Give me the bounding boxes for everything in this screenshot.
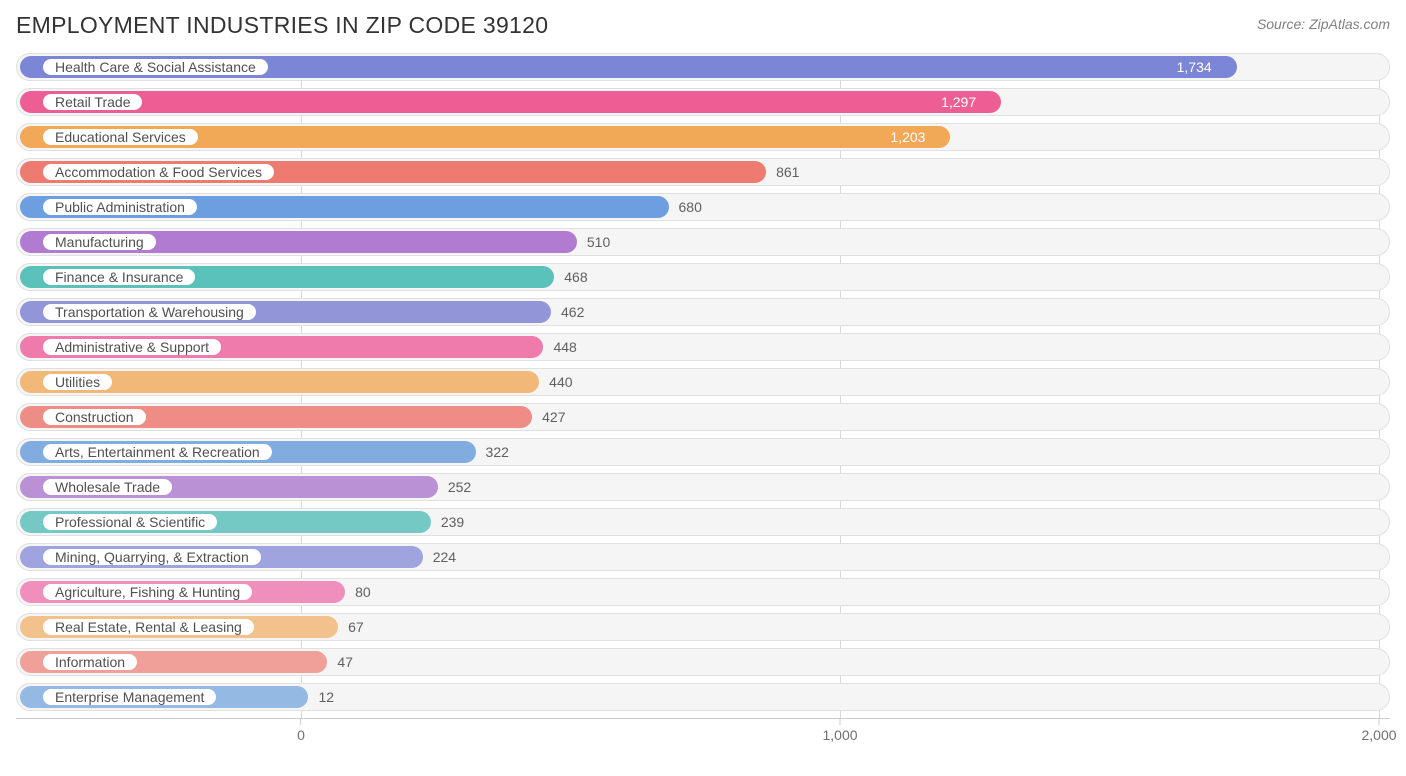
tick-label: 2,000 [1361,727,1396,743]
x-tick: 2,000 [1361,719,1396,743]
bar-label-pill: Real Estate, Rental & Leasing [41,617,256,637]
chart-header: EMPLOYMENT INDUSTRIES IN ZIP CODE 39120 … [16,12,1390,39]
bar-label-pill: Manufacturing [41,232,158,252]
bar-value: 1,297 [941,89,976,115]
x-tick: 0 [297,719,305,743]
bar-label-pill: Finance & Insurance [41,267,197,287]
bar-label-pill: Health Care & Social Assistance [41,57,270,77]
bar-row: Educational Services 1,203 [16,123,1390,151]
bar-row: Finance & Insurance 468 [16,263,1390,291]
bar-fill [20,91,1001,113]
bar-row: Wholesale Trade 252 [16,473,1390,501]
bar-row: Retail Trade 1,297 [16,88,1390,116]
chart-area: Health Care & Social Assistance 1,734 Reta… [16,53,1390,746]
bar-row: Health Care & Social Assistance 1,734 [16,53,1390,81]
bar-label-pill: Construction [41,407,148,427]
tick-mark [839,719,840,725]
chart-source: Source: ZipAtlas.com [1257,16,1390,32]
bar-value: 1,734 [1177,54,1212,80]
bar-label-pill: Transportation & Warehousing [41,302,258,322]
tick-label: 0 [297,727,305,743]
bar-value: 468 [564,264,587,290]
bar-row: Administrative & Support 448 [16,333,1390,361]
bar-value: 67 [348,614,364,640]
bar-label-pill: Educational Services [41,127,200,147]
bar-value: 440 [549,369,572,395]
tick-label: 1,000 [822,727,857,743]
bar-label-pill: Accommodation & Food Services [41,162,276,182]
tick-mark [1378,719,1379,725]
bar-label-pill: Utilities [41,372,114,392]
chart-title: EMPLOYMENT INDUSTRIES IN ZIP CODE 39120 [16,12,548,39]
bar-row: Mining, Quarrying, & Extraction 224 [16,543,1390,571]
bar-label-pill: Retail Trade [41,92,144,112]
bar-label-pill: Mining, Quarrying, & Extraction [41,547,263,567]
bar-value: 448 [553,334,576,360]
bar-label-pill: Professional & Scientific [41,512,219,532]
bar-value: 322 [486,439,509,465]
bar-row: Information 47 [16,648,1390,676]
bar-row: Utilities 440 [16,368,1390,396]
bar-value: 680 [679,194,702,220]
bar-value: 224 [433,544,456,570]
tick-mark [300,719,301,725]
bar-row: Construction 427 [16,403,1390,431]
bar-value: 510 [587,229,610,255]
bar-row: Enterprise Management 12 [16,683,1390,711]
bar-label-pill: Wholesale Trade [41,477,174,497]
bar-value: 462 [561,299,584,325]
bar-row: Manufacturing 510 [16,228,1390,256]
bar-row: Agriculture, Fishing & Hunting 80 [16,578,1390,606]
bar-row: Transportation & Warehousing 462 [16,298,1390,326]
bar-row: Real Estate, Rental & Leasing 67 [16,613,1390,641]
bar-row: Public Administration 680 [16,193,1390,221]
bar-label-pill: Arts, Entertainment & Recreation [41,442,274,462]
bar-row: Accommodation & Food Services 861 [16,158,1390,186]
bar-label-pill: Agriculture, Fishing & Hunting [41,582,254,602]
bar-label-pill: Public Administration [41,197,199,217]
bar-value: 239 [441,509,464,535]
bar-value: 427 [542,404,565,430]
bar-label-pill: Administrative & Support [41,337,223,357]
x-tick: 1,000 [822,719,857,743]
bar-value: 12 [318,684,334,710]
bar-label-pill: Enterprise Management [41,687,218,707]
bar-row: Arts, Entertainment & Recreation 322 [16,438,1390,466]
bar-value: 1,203 [890,124,925,150]
bar-value: 47 [337,649,353,675]
bar-label-pill: Information [41,652,139,672]
bar-value: 861 [776,159,799,185]
x-axis: 01,0002,000 [16,718,1390,746]
bar-value: 252 [448,474,471,500]
bar-row: Professional & Scientific 239 [16,508,1390,536]
bar-value: 80 [355,579,371,605]
